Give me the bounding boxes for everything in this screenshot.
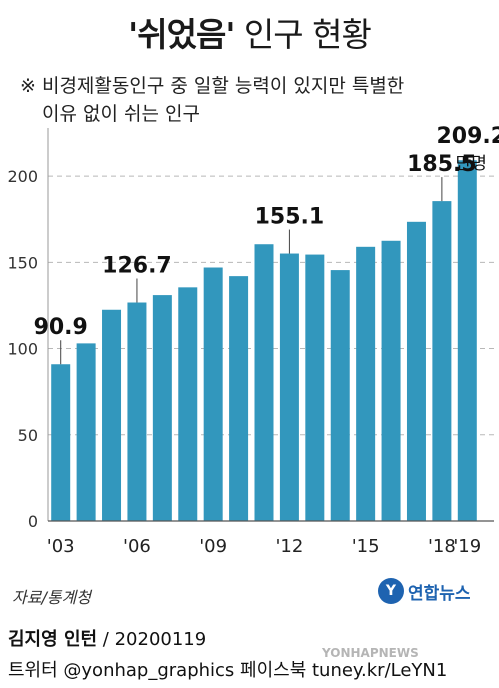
title-highlight: '쉬었음'	[128, 15, 235, 54]
note-line-1: ※ 비경제활동인구 중 일할 능력이 있지만 특별한	[20, 75, 405, 97]
bar	[127, 302, 147, 521]
x-tick-label: '06	[123, 536, 151, 557]
y-tick-label: 0	[28, 512, 38, 531]
bar	[152, 295, 172, 521]
y-tick-label: 100	[7, 340, 38, 359]
logo-text: 연합뉴스	[408, 583, 471, 604]
page-title: '쉬었음' 인구 현황	[0, 8, 499, 56]
title-rest: 인구 현황	[234, 15, 372, 54]
bar	[356, 246, 376, 521]
value-label: 90.9	[34, 315, 88, 340]
bar	[406, 221, 426, 521]
yonhap-logo: Y 연합뉴스	[378, 578, 471, 604]
value-label: 209.2	[436, 124, 499, 149]
x-tick-label: '12	[275, 536, 303, 557]
x-tick-label: '03	[47, 536, 75, 557]
value-label: 155.1	[255, 205, 325, 230]
bar	[305, 254, 325, 521]
byline: 김지영 인턴 / 20200119	[8, 625, 206, 651]
bar	[279, 253, 299, 521]
bar	[203, 267, 223, 521]
unit-label: 만명	[456, 154, 487, 174]
bar	[51, 364, 71, 521]
watermark: YONHAPNEWS	[322, 646, 419, 660]
y-tick-label: 150	[7, 253, 38, 272]
social-handles: 트위터 @yonhap_graphics 페이스북 tuney.kr/LeYN1	[8, 660, 448, 681]
x-tick-label: '15	[352, 536, 380, 557]
bar	[102, 309, 122, 521]
logo-icon: Y	[378, 578, 404, 604]
author: 김지영 인턴	[8, 629, 98, 650]
x-tick-label: '09	[199, 536, 227, 557]
x-tick-label: '18	[428, 536, 456, 557]
note-line-2: 이유 없이 쉬는 인구	[42, 103, 200, 125]
bar	[432, 201, 452, 522]
bar	[76, 343, 96, 521]
bar	[229, 276, 249, 521]
bar	[330, 270, 350, 521]
y-tick-label: 50	[18, 426, 38, 445]
x-tick-label: '19	[453, 536, 481, 557]
value-label: 185.5	[407, 152, 477, 177]
date: / 20200119	[97, 629, 207, 650]
value-label: 126.7	[102, 254, 172, 279]
chart-note: ※ 비경제활동인구 중 일할 능력이 있지만 특별한 이유 없이 쉬는 인구	[20, 72, 490, 128]
y-tick-label: 200	[7, 167, 38, 186]
bar	[381, 240, 401, 521]
bar	[457, 160, 477, 521]
bar	[254, 244, 274, 521]
source-label: 자료/통계청	[12, 588, 91, 607]
bar	[178, 287, 198, 521]
